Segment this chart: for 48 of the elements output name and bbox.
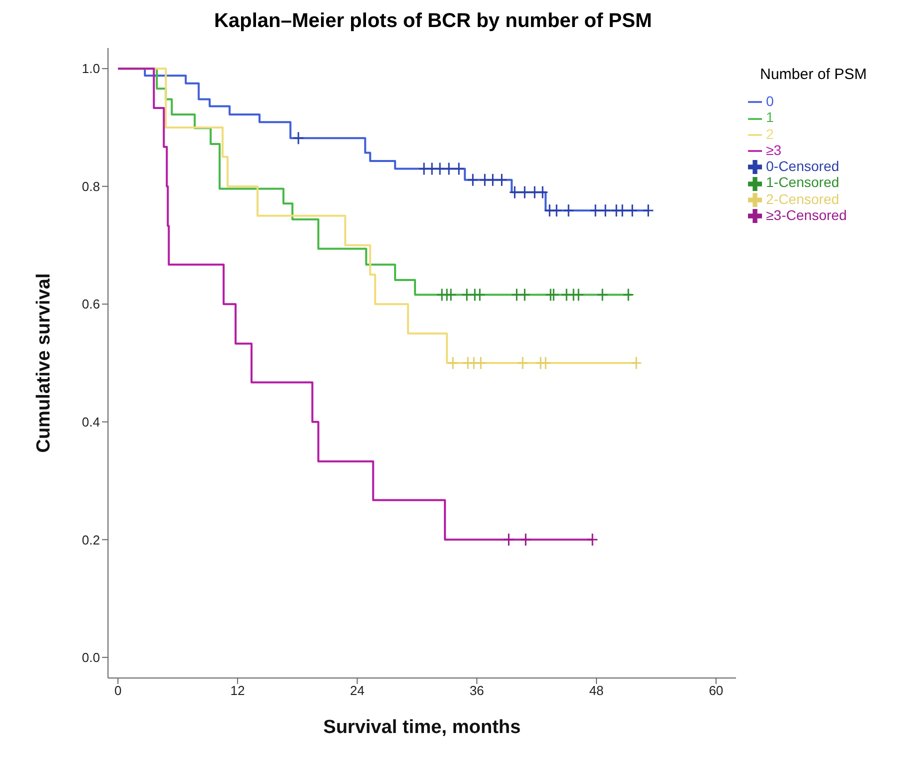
- point: [292, 131, 304, 145]
- chart-title: Kaplan–Meier plots of BCR by number of PSM: [213, 10, 653, 33]
- point: [590, 204, 602, 218]
- point: [596, 288, 608, 302]
- point: [487, 173, 499, 187]
- y-tick-label: 0.6: [82, 296, 100, 312]
- legend-label: ≥3-Censored: [766, 207, 847, 224]
- point: [550, 204, 562, 218]
- legend-label: 1: [766, 109, 774, 126]
- y-tick-label: 0.0: [82, 650, 100, 666]
- legend-title: Number of PSM: [760, 66, 867, 83]
- y-tick-label: 1.0: [82, 61, 100, 76]
- point: [626, 204, 638, 218]
- legend-label: 0: [766, 93, 774, 109]
- point: [616, 204, 628, 218]
- y-tick-label: 0.4: [82, 414, 100, 430]
- point: [496, 173, 508, 187]
- legend-label: 2-Censored: [766, 190, 840, 207]
- legend-label: 1-Censored: [766, 174, 840, 190]
- legend-label: 0-Censored: [766, 158, 840, 174]
- y-tick-label: 0.8: [82, 178, 100, 194]
- point: [520, 532, 532, 546]
- point: [502, 532, 514, 546]
- y-axis-title: Cumulative survival: [34, 273, 55, 453]
- legend-label: 2: [766, 126, 774, 142]
- point: [562, 204, 574, 218]
- point: [453, 162, 465, 176]
- point: [516, 356, 528, 370]
- point: [443, 162, 455, 176]
- x-tick-label: 48: [589, 683, 604, 698]
- point: [479, 173, 491, 187]
- legend-label: ≥3: [766, 142, 782, 158]
- point: [467, 173, 479, 187]
- point: [600, 204, 612, 218]
- x-tick-label: 0: [114, 683, 122, 698]
- point: [508, 186, 520, 199]
- x-tick-label: 60: [708, 683, 724, 698]
- point: [586, 532, 598, 546]
- x-tick-label: 36: [470, 683, 484, 698]
- x-tick-label: 24: [350, 683, 364, 698]
- x-axis-title: Survival time, months: [323, 717, 521, 738]
- point: [447, 356, 459, 370]
- point: [518, 186, 530, 199]
- point: [622, 288, 634, 302]
- point: [642, 204, 654, 218]
- y-tick-label: 0.2: [82, 532, 100, 548]
- x-tick-label: 12: [230, 683, 245, 698]
- point: [630, 356, 642, 370]
